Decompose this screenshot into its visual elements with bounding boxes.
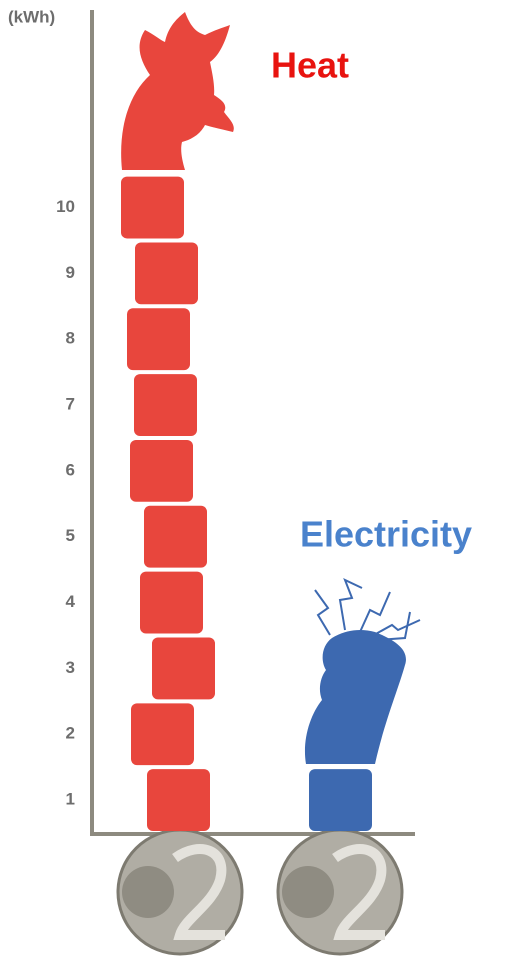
- block: [131, 703, 194, 766]
- y-tick-label: 1: [66, 790, 75, 809]
- block: [144, 505, 207, 568]
- y-tick-label: 9: [66, 263, 75, 282]
- electricity-figure: [304, 630, 406, 764]
- category-label: Heat: [271, 45, 349, 86]
- y-tick-label: 7: [66, 395, 75, 414]
- block: [121, 176, 184, 239]
- y-tick-label: 5: [66, 526, 75, 545]
- bar: [121, 176, 215, 831]
- block: [127, 308, 190, 371]
- y-tick-label: 2: [66, 724, 75, 743]
- y-tick-label: 4: [66, 592, 76, 611]
- heat-figure: [121, 12, 234, 170]
- coin: [116, 828, 244, 956]
- block: [130, 439, 193, 502]
- block: [309, 769, 372, 831]
- y-tick-label: 10: [56, 197, 75, 216]
- coin: [276, 828, 404, 956]
- block: [140, 571, 203, 634]
- sparks: [314, 578, 421, 641]
- bar: [309, 769, 372, 831]
- block: [147, 769, 210, 831]
- y-tick-label: 3: [66, 658, 75, 677]
- y-axis-label: (kWh): [8, 7, 55, 26]
- block: [152, 637, 215, 700]
- category-label: Electricity: [300, 514, 472, 555]
- y-tick-label: 6: [66, 460, 75, 479]
- block: [134, 374, 197, 436]
- block: [135, 242, 198, 305]
- y-tick-label: 8: [66, 329, 75, 348]
